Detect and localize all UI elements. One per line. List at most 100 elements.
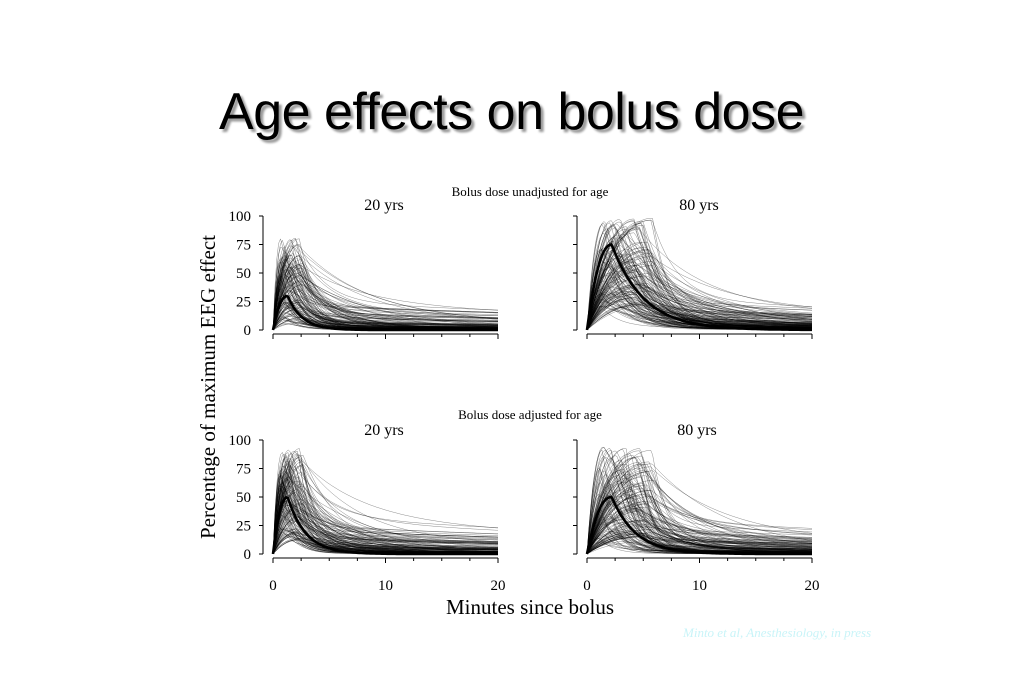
individual-curve-r1p1: [586, 502, 812, 555]
individual-curve-r1p1: [586, 504, 813, 555]
individual-curve-r1p0: [272, 453, 499, 555]
individual-curve-r0p1: [586, 236, 813, 331]
individual-curve-r0p0: [272, 272, 499, 331]
individual-curve-r0p0: [272, 276, 498, 331]
individual-curve-r1p1: [586, 532, 812, 555]
individual-curve-r1p0: [272, 470, 498, 555]
individual-curve-r1p1: [586, 507, 812, 555]
individual-curve-r1p0: [272, 528, 498, 555]
individual-curve-r1p0: [272, 454, 498, 555]
individual-curve-r1p0: [272, 482, 498, 555]
individual-curve-r1p0: [272, 508, 499, 555]
individual-curve-r0p0: [272, 285, 499, 331]
individual-curve-r0p0: [272, 266, 499, 331]
individual-curve-r0p0: [272, 284, 498, 331]
x-tick-label: 0: [269, 578, 277, 594]
individual-curve-r1p0: [272, 475, 498, 555]
individual-curve-r1p1: [586, 497, 813, 555]
individual-curve-r1p1: [586, 535, 813, 555]
individual-curve-r0p1: [586, 218, 812, 331]
individual-curve-r1p1: [586, 521, 813, 555]
individual-curve-r0p1: [586, 249, 813, 331]
individual-curve-r1p0: [272, 518, 498, 555]
individual-curve-r0p1: [586, 298, 812, 331]
individual-curve-r0p1: [586, 298, 813, 331]
individual-curve-r0p0: [272, 261, 499, 331]
row-title-bottom: Bolus dose adjusted for age: [458, 407, 602, 422]
individual-curve-r1p1: [586, 446, 813, 555]
individual-curve-r0p1: [586, 299, 812, 331]
individual-curve-r1p1: [586, 500, 813, 555]
individual-curve-r0p1: [586, 226, 812, 331]
x-tick-label: 20: [491, 578, 506, 594]
individual-curve-r1p1: [586, 490, 812, 555]
individual-curve-r1p1: [586, 448, 812, 555]
individual-curve-r0p1: [586, 249, 812, 331]
individual-curve-r1p1: [586, 471, 812, 555]
individual-curve-r0p1: [586, 296, 812, 331]
individual-curve-r1p1: [586, 533, 812, 555]
y-tick-label: 100: [229, 209, 252, 225]
individual-curve-r0p0: [272, 280, 498, 331]
individual-curve-r0p1: [586, 223, 812, 331]
individual-curve-r1p1: [586, 464, 812, 555]
individual-curve-r1p0: [272, 457, 498, 555]
individual-curve-r0p1: [586, 234, 813, 331]
individual-curve-r1p0: [272, 450, 498, 555]
y-tick-label: 75: [236, 462, 251, 478]
individual-curve-r0p0: [272, 315, 498, 331]
individual-curve-r0p0: [272, 237, 498, 331]
individual-curve-r1p1: [586, 524, 813, 555]
individual-curve-r0p1: [586, 232, 813, 331]
individual-curve-r0p1: [586, 291, 812, 331]
individual-curve-r1p1: [586, 471, 812, 555]
individual-curve-r1p0: [272, 489, 498, 555]
individual-curve-r1p1: [586, 463, 812, 555]
individual-curve-r0p1: [586, 275, 813, 331]
individual-curve-r0p1: [586, 237, 813, 331]
individual-curve-r0p1: [586, 221, 812, 331]
individual-curve-r0p0: [272, 264, 498, 331]
individual-curve-r0p0: [272, 298, 498, 331]
individual-curve-r1p0: [272, 504, 499, 555]
individual-curve-r0p0: [272, 267, 498, 331]
individual-curve-r1p1: [586, 453, 812, 555]
individual-curve-r1p0: [272, 494, 498, 555]
individual-curve-r1p0: [272, 528, 498, 555]
individual-curve-r0p1: [586, 228, 812, 331]
individual-curve-r0p0: [272, 267, 498, 331]
individual-curve-r0p1: [586, 223, 812, 331]
individual-curve-r0p1: [586, 272, 813, 331]
individual-curve-r1p0: [272, 514, 498, 555]
individual-curve-r1p0: [272, 517, 499, 555]
row-title-top: Bolus dose unadjusted for age: [452, 184, 609, 199]
individual-curve-r0p1: [586, 306, 812, 331]
individual-curve-r1p0: [272, 509, 498, 555]
individual-curve-r1p1: [586, 483, 812, 555]
individual-curve-r0p1: [586, 225, 812, 331]
individual-curve-r1p0: [272, 528, 498, 555]
individual-curve-r0p0: [272, 239, 498, 331]
individual-curve-r0p0: [272, 246, 498, 331]
individual-curve-r0p1: [586, 227, 812, 331]
individual-curve-r0p1: [586, 287, 812, 331]
individual-curve-r0p0: [272, 239, 498, 331]
individual-curve-r1p1: [586, 457, 812, 555]
individual-curve-r0p1: [586, 249, 813, 331]
mean-curves: [271, 243, 812, 556]
individual-curve-r0p1: [586, 246, 813, 331]
individual-curve-r0p0: [272, 302, 499, 331]
individual-curve-r1p0: [272, 474, 499, 555]
individual-curve-r1p1: [586, 536, 812, 555]
individual-curve-r0p1: [586, 241, 812, 331]
individual-curve-r1p1: [586, 518, 812, 555]
individual-curve-r1p0: [272, 465, 498, 555]
individual-curve-r0p0: [272, 284, 499, 331]
individual-curve-r1p1: [586, 523, 812, 555]
individual-curve-r1p0: [272, 464, 499, 555]
individual-curve-r1p1: [586, 519, 813, 555]
individual-curve-r0p0: [272, 310, 498, 331]
individual-curve-r1p0: [272, 483, 498, 555]
individual-curve-r0p0: [272, 254, 498, 331]
